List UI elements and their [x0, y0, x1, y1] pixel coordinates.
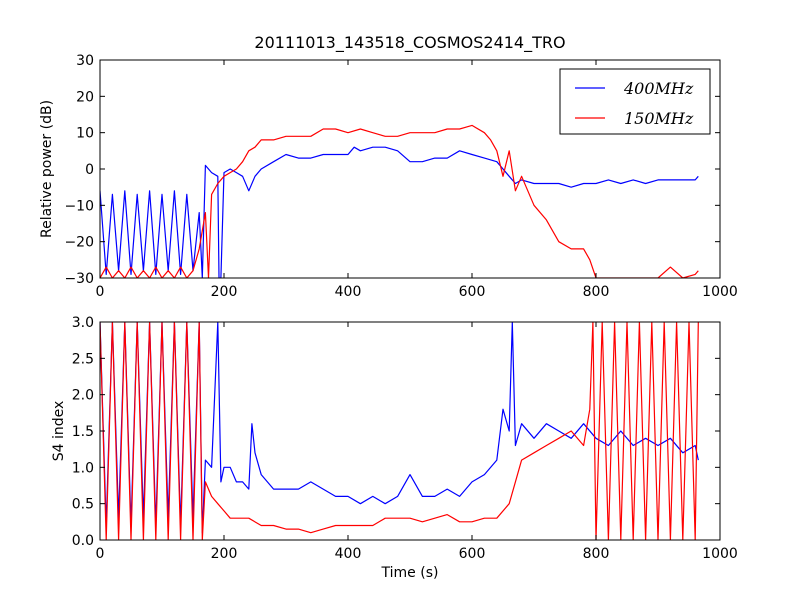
power-series-400mhz — [100, 146, 699, 278]
power-xtick-label: 1000 — [702, 284, 738, 300]
power-panel: 0 200 400 600 800 1000 −30 −20 −10 0 10 20 30 Relati… — [39, 53, 738, 300]
s4-ytick-label: 1.0 — [72, 460, 94, 476]
s4-xlabel: Time (s) — [381, 565, 439, 581]
legend-label-150mhz: 150MHz — [624, 109, 694, 128]
s4-ytick-label: 2.0 — [72, 388, 94, 404]
power-ytick-label: −30 — [64, 271, 94, 287]
power-ytick-label: 10 — [76, 126, 94, 142]
power-ytick-label: 0 — [85, 162, 94, 178]
s4-xtick-label: 200 — [211, 546, 238, 562]
legend: 400MHz 150MHz — [559, 68, 711, 135]
s4-xtick-label: 800 — [583, 546, 610, 562]
s4-series-layer — [100, 322, 699, 540]
s4-series-150mhz — [100, 322, 699, 540]
s4-panel: 0 200 400 600 800 1000 0.0 0.5 1.0 1.5 2.0 2.5 3.0 S… — [51, 315, 738, 581]
power-xtick-label: 200 — [211, 284, 238, 300]
power-series-layer — [100, 124, 699, 278]
s4-ytick-label: 3.0 — [72, 315, 94, 331]
power-xtick-label: 0 — [96, 284, 105, 300]
s4-xtick-label: 600 — [459, 546, 486, 562]
s4-ytick-label: 2.5 — [72, 351, 94, 367]
power-ylabel: Relative power (dB) — [39, 100, 55, 238]
power-ytick-label: 20 — [76, 89, 94, 105]
power-xtick-label: 400 — [335, 284, 362, 300]
power-xtick-label: 600 — [459, 284, 486, 300]
s4-xtick-label: 400 — [335, 546, 362, 562]
s4-xtick-label: 0 — [96, 546, 105, 562]
s4-xtick-label: 1000 — [702, 546, 738, 562]
s4-ytick-label: 0.0 — [72, 533, 94, 549]
power-ytick-label: 30 — [76, 53, 94, 69]
power-ytick-label: −20 — [64, 235, 94, 251]
power-xtick-label: 800 — [583, 284, 610, 300]
s4-ylabel: S4 index — [51, 401, 67, 462]
s4-ticks-layer: 0 200 400 600 800 1000 0.0 0.5 1.0 1.5 2.0 2.5 3.0 — [72, 315, 738, 562]
s4-ytick-label: 1.5 — [72, 424, 94, 440]
chart-title: 20111013_143518_COSMOS2414_TRO — [254, 33, 565, 53]
s4-ytick-label: 0.5 — [72, 497, 94, 513]
power-ticks-layer: 0 200 400 600 800 1000 −30 −20 −10 0 10 20 30 — [64, 53, 737, 300]
power-series-150mhz — [100, 124, 699, 278]
legend-box — [559, 68, 711, 135]
legend-label-400mhz: 400MHz — [623, 79, 694, 98]
power-ytick-label: −10 — [64, 198, 94, 214]
